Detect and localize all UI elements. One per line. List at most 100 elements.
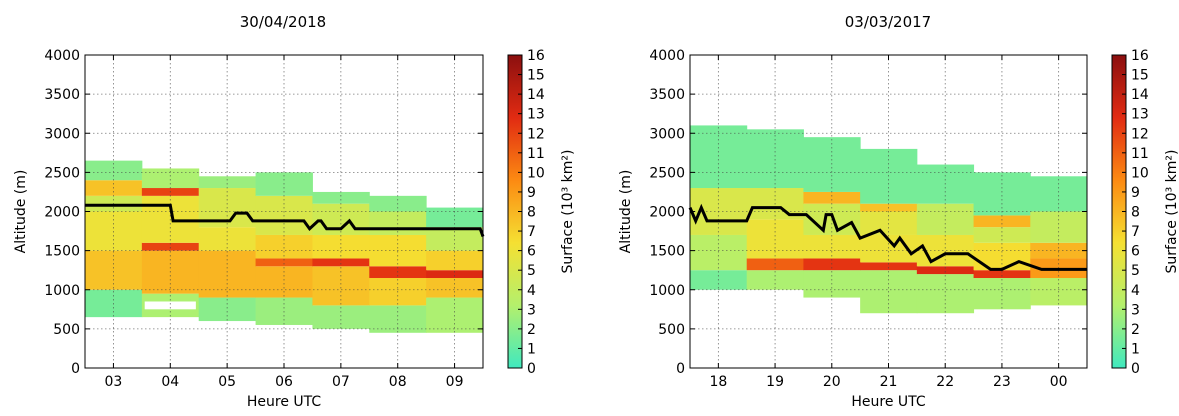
heatmap-cell — [803, 191, 861, 204]
x-tick-label: 19 — [766, 374, 784, 390]
x-axis-label: Heure UTC — [851, 394, 926, 410]
x-tick-label: 03 — [105, 374, 123, 390]
colorbar-tick-label: 7 — [527, 224, 536, 240]
heatmap-cell — [255, 258, 313, 267]
heatmap-cell — [198, 250, 257, 298]
colorbar-tick-label: 12 — [1131, 126, 1149, 142]
heatmap-cell — [973, 215, 1031, 228]
heatmap-cell — [198, 297, 257, 322]
y-tick-label: 0 — [71, 361, 80, 377]
colorbar-tick-label: 3 — [1131, 302, 1140, 318]
colorbar-tick-label: 8 — [1131, 205, 1140, 221]
heatmap-cells — [690, 125, 1088, 314]
heatmap-gap — [144, 301, 196, 310]
colorbar-tick-label: 2 — [1131, 322, 1140, 338]
colorbar-tick-label: 15 — [527, 68, 545, 84]
colorbar-tick-label: 3 — [527, 302, 536, 318]
heatmap-cell — [198, 176, 257, 189]
colorbar-tick-label: 16 — [527, 48, 545, 64]
x-tick-label: 09 — [446, 374, 464, 390]
heatmap-cell — [312, 191, 370, 204]
y-tick-label: 4000 — [44, 48, 80, 64]
heatmap-cells — [85, 160, 484, 333]
y-tick-label: 2500 — [44, 165, 80, 181]
colorbar-tick-label: 5 — [1131, 263, 1140, 279]
heatmap-cell — [1030, 176, 1088, 212]
colorbar-tick-label: 12 — [527, 126, 545, 142]
heatmap-cell — [973, 278, 1031, 310]
colorbar-tick-label: 4 — [1131, 283, 1140, 299]
y-tick-label: 3500 — [44, 87, 80, 103]
heatmap-cell — [255, 266, 313, 298]
y-tick-label: 0 — [676, 361, 685, 377]
heatmap-cell — [198, 227, 257, 251]
x-tick-label: 21 — [880, 374, 898, 390]
colorbar-tick-label: 15 — [1131, 68, 1149, 84]
colorbar-tick-label: 4 — [527, 283, 536, 299]
y-tick-label: 3000 — [44, 126, 80, 142]
colorbar-tick-label: 10 — [1131, 165, 1149, 181]
heatmap-cell — [916, 266, 975, 275]
x-axis-label: Heure UTC — [247, 394, 322, 410]
heatmap-cell — [426, 227, 484, 251]
heatmap-cell — [426, 207, 484, 228]
altitude-line — [688, 203, 1087, 271]
colorbar-tick-label: 8 — [527, 205, 536, 221]
chart-title: 30/04/2018 — [240, 13, 326, 31]
y-tick-label: 2000 — [649, 205, 685, 221]
heatmap-cell — [803, 234, 861, 259]
colorbar-tick-label: 13 — [527, 107, 545, 123]
colorbar-tick-label: 6 — [527, 244, 536, 260]
heatmap-cell — [973, 270, 1031, 279]
y-tick-label: 500 — [658, 322, 685, 338]
heatmap-cell — [312, 266, 370, 306]
colorbar-tick-label: 0 — [527, 361, 536, 377]
colorbar-tick-label: 6 — [1131, 244, 1140, 260]
colorbar-tick-label: 9 — [527, 185, 536, 201]
heatmap-cell — [690, 125, 748, 189]
heatmap-cell — [803, 137, 861, 192]
colorbar-tick-label: 5 — [527, 263, 536, 279]
colorbar-tick-label: 0 — [1131, 361, 1140, 377]
y-tick-label: 1000 — [649, 283, 685, 299]
x-tick-label: 04 — [161, 374, 179, 390]
heatmap-cell — [860, 262, 918, 271]
altitude-line — [85, 203, 485, 238]
colorbar-tick-label: 10 — [527, 165, 545, 181]
y-tick-label: 2500 — [649, 165, 685, 181]
y-tick-label: 3000 — [649, 126, 685, 142]
heatmap-cell — [255, 234, 313, 259]
x-tick-label: 06 — [275, 374, 293, 390]
panel-left: 03 04 05 06 07 08 0905001000150020002500300035… — [13, 13, 576, 410]
colorbar-tick-label: 1 — [1131, 341, 1140, 357]
x-tick-label: 20 — [823, 374, 841, 390]
colorbar-tick-label: 7 — [1131, 224, 1140, 240]
y-tick-label: 1500 — [44, 244, 80, 260]
heatmap-cell — [916, 274, 975, 314]
x-tick-label: 05 — [218, 374, 236, 390]
colorbar-tick-label: 2 — [527, 322, 536, 338]
colorbar-tick-label: 16 — [1131, 48, 1149, 64]
heatmap-cell — [426, 270, 484, 279]
heatmap-cell — [973, 227, 1031, 243]
colorbar-tick-label: 14 — [1131, 87, 1149, 103]
colorbar-tick-label: 11 — [1131, 146, 1149, 162]
x-tick-label: 00 — [1050, 374, 1068, 390]
chart-title: 03/03/2017 — [845, 13, 931, 31]
x-tick-label: 22 — [936, 374, 954, 390]
y-tick-label: 1000 — [44, 283, 80, 299]
colorbar-label: Surface (10³ km²) — [560, 150, 576, 274]
heatmap-cell — [312, 234, 370, 259]
colorbar-label: Surface (10³ km²) — [1164, 150, 1179, 274]
x-tick-label: 08 — [389, 374, 407, 390]
colorbar-tick-label: 14 — [527, 87, 545, 103]
y-tick-label: 500 — [53, 322, 80, 338]
colorbar-tick-label: 11 — [527, 146, 545, 162]
heatmap-cell — [312, 258, 370, 267]
y-axis-label: Altitude (m) — [618, 170, 634, 254]
y-tick-label: 4000 — [649, 48, 685, 64]
x-tick-label: 07 — [332, 374, 350, 390]
y-tick-label: 3500 — [649, 87, 685, 103]
